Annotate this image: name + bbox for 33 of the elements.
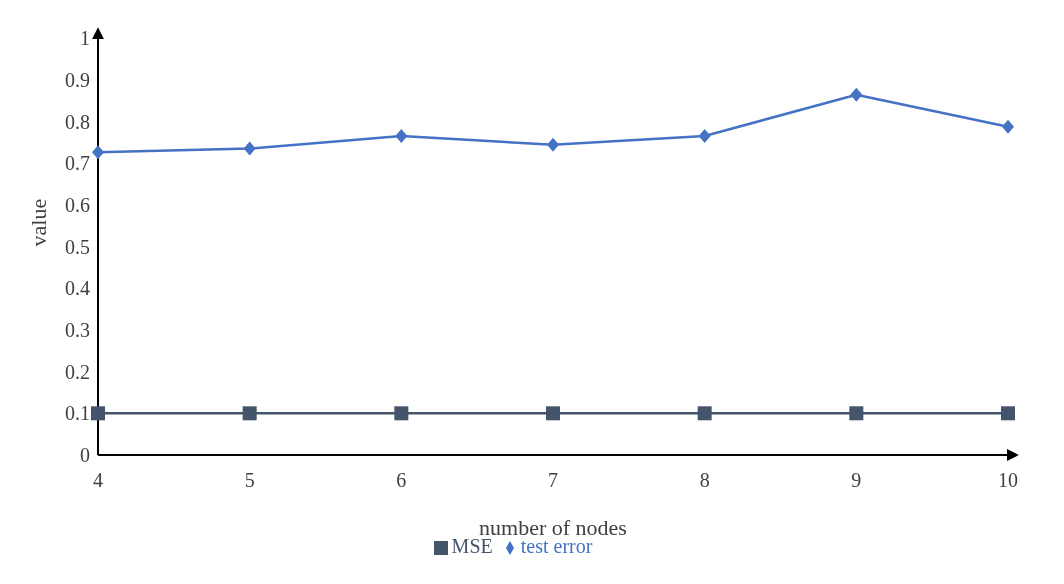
- y-tick-label: 1: [80, 27, 90, 50]
- point: [547, 137, 559, 152]
- y-axis-title: value: [25, 198, 51, 247]
- y-tick-label: 0.5: [65, 235, 90, 258]
- x-tick-label: 6: [396, 469, 407, 492]
- point: [1001, 406, 1015, 421]
- point: [697, 406, 712, 421]
- point: [698, 129, 711, 143]
- point: [850, 87, 863, 102]
- point: [1002, 119, 1014, 134]
- y-tick-label: 0.1: [65, 402, 90, 425]
- y-tick-label: 0.2: [65, 360, 90, 383]
- y-tick-label: 0.7: [65, 152, 90, 175]
- y-tick-label: 0.3: [65, 319, 90, 341]
- point: [546, 406, 560, 421]
- x-tick-label: 7: [548, 469, 558, 492]
- x-tick-label: 5: [244, 469, 255, 492]
- x-tick-label: 9: [851, 469, 862, 492]
- x-tick-label: 8: [699, 469, 710, 492]
- y-tick-label: 0: [80, 444, 90, 467]
- point: [92, 145, 104, 160]
- point: [395, 129, 408, 143]
- point: [242, 406, 257, 421]
- point: [243, 141, 256, 156]
- point: [849, 406, 864, 421]
- x-tick-label: 10: [998, 469, 1018, 492]
- point: [91, 406, 105, 421]
- y-tick-label: 0.4: [65, 277, 90, 300]
- x-tick-label: 4: [93, 469, 103, 492]
- y-tick-label: 0.6: [65, 193, 90, 216]
- y-tick-label: 0.9: [65, 68, 90, 91]
- point: [394, 406, 409, 421]
- y-tick-label: 0.8: [65, 110, 90, 133]
